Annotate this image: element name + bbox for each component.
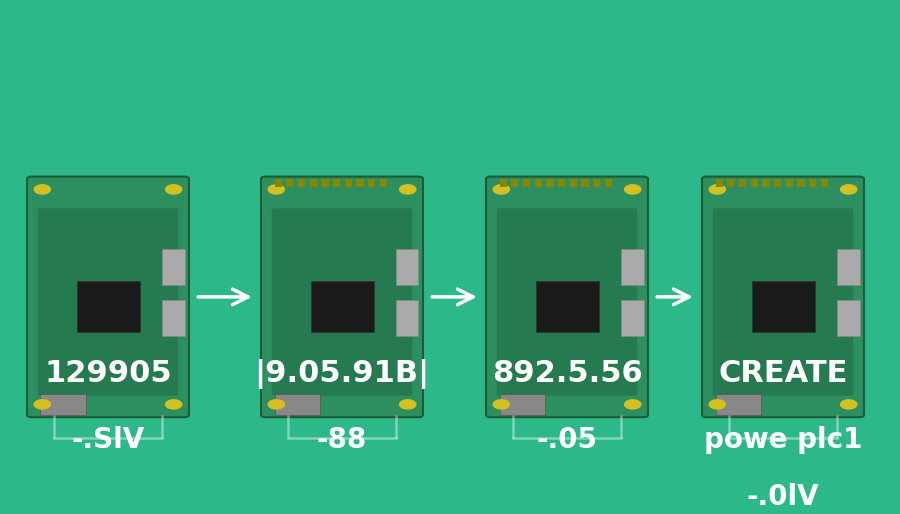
- Bar: [821, 179, 828, 187]
- Bar: [274, 179, 282, 187]
- Bar: [500, 179, 507, 187]
- Text: -.0lV: -.0lV: [747, 483, 819, 510]
- Bar: [396, 301, 418, 336]
- Circle shape: [400, 400, 416, 409]
- Text: CREATE: CREATE: [718, 359, 848, 388]
- Bar: [739, 179, 746, 187]
- FancyBboxPatch shape: [486, 177, 648, 417]
- Bar: [368, 179, 375, 187]
- Bar: [837, 301, 859, 336]
- FancyBboxPatch shape: [713, 208, 853, 396]
- Bar: [162, 301, 184, 336]
- Bar: [310, 179, 317, 187]
- Text: 892.5.56: 892.5.56: [491, 359, 643, 388]
- Bar: [727, 179, 734, 187]
- Bar: [76, 281, 140, 332]
- FancyBboxPatch shape: [27, 177, 189, 417]
- Bar: [511, 179, 518, 187]
- Bar: [380, 179, 387, 187]
- Bar: [837, 249, 859, 285]
- FancyBboxPatch shape: [272, 208, 412, 396]
- Circle shape: [493, 185, 509, 194]
- Bar: [310, 281, 374, 332]
- Bar: [523, 179, 530, 187]
- Bar: [40, 394, 86, 415]
- Circle shape: [841, 400, 857, 409]
- Text: -.SlV: -.SlV: [71, 426, 145, 454]
- Circle shape: [493, 400, 509, 409]
- Circle shape: [841, 185, 857, 194]
- Bar: [716, 394, 760, 415]
- Text: |9.05.91B|: |9.05.91B|: [255, 359, 429, 389]
- Text: -.05: -.05: [536, 426, 598, 454]
- Circle shape: [268, 400, 284, 409]
- Bar: [716, 179, 723, 187]
- Bar: [570, 179, 577, 187]
- FancyBboxPatch shape: [497, 208, 637, 396]
- Bar: [774, 179, 781, 187]
- Circle shape: [268, 185, 284, 194]
- Bar: [558, 179, 565, 187]
- Circle shape: [166, 400, 182, 409]
- FancyBboxPatch shape: [702, 177, 864, 417]
- Bar: [162, 249, 184, 285]
- Circle shape: [625, 400, 641, 409]
- Bar: [536, 281, 598, 332]
- Bar: [274, 394, 320, 415]
- Circle shape: [34, 185, 50, 194]
- Bar: [396, 249, 418, 285]
- Bar: [286, 179, 293, 187]
- Circle shape: [709, 185, 725, 194]
- Bar: [809, 179, 816, 187]
- Text: 129905: 129905: [44, 359, 172, 388]
- Bar: [797, 179, 805, 187]
- Bar: [500, 394, 544, 415]
- Bar: [298, 179, 305, 187]
- Bar: [546, 179, 554, 187]
- Bar: [752, 281, 814, 332]
- Bar: [535, 179, 542, 187]
- Bar: [605, 179, 612, 187]
- Text: powe plc1: powe plc1: [704, 426, 862, 454]
- Circle shape: [625, 185, 641, 194]
- Bar: [356, 179, 364, 187]
- Bar: [333, 179, 340, 187]
- Bar: [593, 179, 600, 187]
- FancyBboxPatch shape: [38, 208, 178, 396]
- Text: -88: -88: [317, 426, 367, 454]
- Bar: [321, 179, 328, 187]
- Circle shape: [709, 400, 725, 409]
- Circle shape: [34, 400, 50, 409]
- Bar: [621, 301, 644, 336]
- Bar: [581, 179, 589, 187]
- Circle shape: [400, 185, 416, 194]
- Bar: [751, 179, 758, 187]
- Bar: [345, 179, 352, 187]
- FancyBboxPatch shape: [261, 177, 423, 417]
- Bar: [621, 249, 644, 285]
- Bar: [762, 179, 770, 187]
- Circle shape: [166, 185, 182, 194]
- Bar: [786, 179, 793, 187]
